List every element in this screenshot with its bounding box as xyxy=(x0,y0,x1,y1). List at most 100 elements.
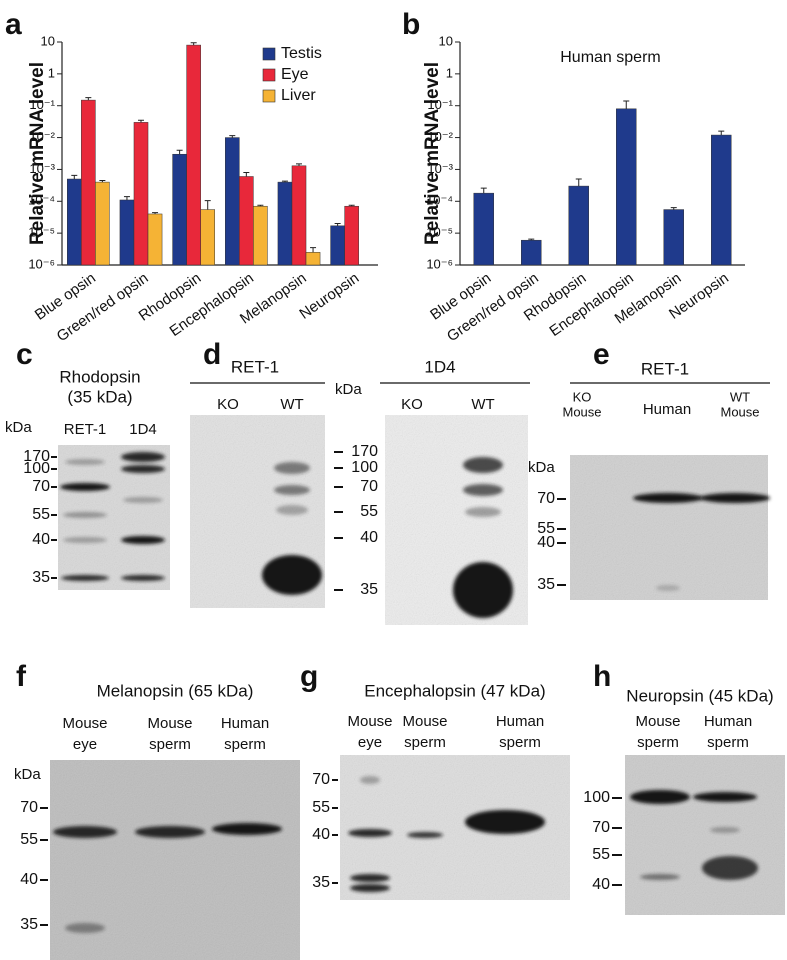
error-bar xyxy=(123,196,130,200)
panel-letter: h xyxy=(593,660,611,693)
blot-title: (35 kDa) xyxy=(67,387,132,406)
y-tick-label: 10⁻⁴ xyxy=(426,193,453,208)
error-bar xyxy=(718,130,725,136)
blot-title: Melanopsin (65 kDa) xyxy=(97,681,254,700)
blot-band xyxy=(274,462,310,474)
unit-label: kDa xyxy=(528,459,555,476)
marker-label: 35 xyxy=(360,581,378,598)
bar xyxy=(277,181,293,266)
blot-band xyxy=(350,884,390,892)
marker-label: 35 xyxy=(32,569,50,586)
panel-letter: e xyxy=(593,338,610,371)
bar xyxy=(81,99,96,266)
blot-band xyxy=(702,856,758,880)
blot-band xyxy=(121,536,165,544)
y-tick-label: 10⁻³ xyxy=(427,161,453,176)
y-tick-label: 10⁻¹ xyxy=(427,97,453,112)
marker-label: 170 xyxy=(351,443,378,460)
blot-band xyxy=(63,537,107,543)
error-bar xyxy=(348,204,355,207)
blot-grain xyxy=(625,755,785,915)
panel-letter: d xyxy=(203,338,221,371)
bar xyxy=(200,209,215,266)
blot-band xyxy=(262,555,322,595)
panel-letter: a xyxy=(5,8,22,41)
lane-label: sperm xyxy=(149,736,191,753)
marker-label: 70 xyxy=(537,490,555,507)
blot-grain xyxy=(570,455,768,600)
panel-letter: f xyxy=(16,660,27,693)
bar xyxy=(225,137,240,266)
lane-label: KO xyxy=(217,396,239,413)
y-tick-label: 10⁻⁵ xyxy=(426,225,453,240)
bar xyxy=(521,239,542,266)
bar xyxy=(344,205,359,266)
blot-band xyxy=(693,792,757,802)
lane-label: WT xyxy=(730,389,750,404)
y-axis-label: Relative mRNA level xyxy=(27,62,48,245)
panel-letter: c xyxy=(16,338,33,371)
blot-band xyxy=(121,575,165,581)
bar xyxy=(473,192,494,266)
marker-label: 55 xyxy=(20,831,38,848)
marker-label: 170 xyxy=(23,448,50,465)
marker-label: 55 xyxy=(537,520,555,537)
error-bar xyxy=(204,200,211,210)
lane-label: 1D4 xyxy=(129,421,157,438)
error-bar xyxy=(99,179,106,183)
error-bar xyxy=(190,42,197,46)
blot-band xyxy=(630,790,690,804)
marker-label: 40 xyxy=(312,826,330,843)
legend-label: Eye xyxy=(281,66,309,83)
lane-label: Human xyxy=(496,713,544,730)
unit-label: kDa xyxy=(14,766,41,783)
legend-swatch xyxy=(262,89,276,103)
marker-label: 70 xyxy=(360,478,378,495)
error-bar xyxy=(138,119,144,123)
lane-label: Human xyxy=(221,715,269,732)
error-bar xyxy=(281,180,288,183)
error-bar xyxy=(176,149,183,155)
blot-band xyxy=(123,497,163,503)
legend-label: Liver xyxy=(281,87,316,104)
blot-band xyxy=(348,829,392,837)
legend-label: Testis xyxy=(281,45,322,62)
error-bar xyxy=(229,135,236,138)
y-tick-label: 10⁻² xyxy=(29,129,55,144)
error-bar xyxy=(334,223,341,226)
marker-label: 100 xyxy=(351,459,378,476)
bar xyxy=(253,205,268,266)
lane-label: Human xyxy=(704,713,752,730)
marker-label: 55 xyxy=(32,506,50,523)
marker-label: 35 xyxy=(537,576,555,593)
error-bar xyxy=(296,163,302,166)
bar xyxy=(711,134,732,266)
bar xyxy=(239,176,254,266)
marker-label: 100 xyxy=(583,789,610,806)
lane-label: Mouse xyxy=(562,404,601,419)
y-tick-label: 10 xyxy=(439,33,453,48)
lane-label: sperm xyxy=(499,734,541,751)
blot-band xyxy=(463,484,503,496)
blot-band xyxy=(407,832,443,838)
y-axis-label: Relative mRNA level xyxy=(422,62,443,245)
error-bar xyxy=(480,187,487,194)
error-bar xyxy=(85,97,92,101)
blot-band xyxy=(61,575,109,581)
blot-band xyxy=(65,923,105,933)
blot-band xyxy=(465,810,545,834)
y-tick-label: 10⁻¹ xyxy=(29,97,55,112)
lane-label: KO xyxy=(573,389,592,404)
blot-band xyxy=(453,562,513,618)
blot-band xyxy=(465,507,501,517)
lane-label: WT xyxy=(471,396,494,413)
error-bar xyxy=(71,174,78,180)
lane-label: KO xyxy=(401,396,423,413)
blot-band xyxy=(53,826,117,838)
bar xyxy=(147,213,163,266)
blot-band xyxy=(640,874,680,880)
bar xyxy=(133,122,149,266)
lane-label: RET-1 xyxy=(64,421,107,438)
marker-label: 70 xyxy=(592,819,610,836)
